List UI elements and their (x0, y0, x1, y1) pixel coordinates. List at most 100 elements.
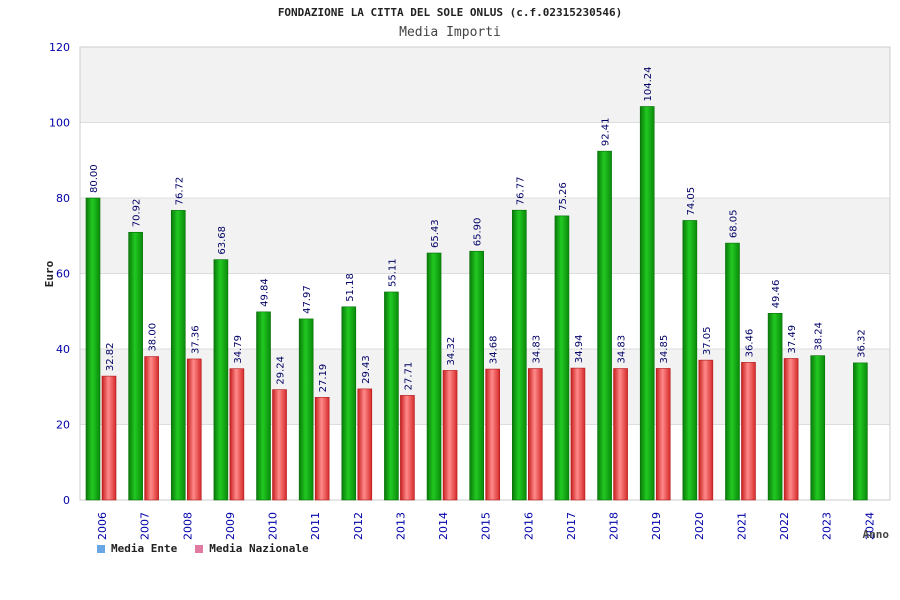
x-tick-label: 2022 (778, 512, 791, 540)
bar-media-ente (554, 215, 570, 501)
y-tick-label: 80 (56, 192, 70, 205)
x-tick-label: 2012 (352, 512, 365, 540)
data-label-media-nazionale: 37.49 (787, 325, 798, 354)
legend-swatch-nazionale (195, 544, 204, 553)
data-label-media-ente: 38.24 (814, 322, 825, 351)
data-label-media-ente: 68.05 (728, 209, 739, 238)
y-tick-label: 40 (56, 343, 70, 356)
bar-media-nazionale (698, 359, 714, 501)
bar-media-nazionale (186, 358, 202, 501)
x-tick-label: 2023 (821, 512, 834, 540)
bar-media-ente (298, 318, 314, 501)
data-label-media-ente: 76.72 (174, 177, 185, 206)
data-label-media-nazionale: 29.24 (276, 356, 287, 385)
x-tick-label: 2009 (224, 512, 237, 540)
bar-media-nazionale (613, 368, 628, 501)
bar-media-nazionale (655, 368, 671, 501)
x-tick-label: 2024 (863, 512, 876, 540)
data-label-media-ente: 74.05 (686, 187, 697, 216)
bar-media-nazionale (144, 356, 159, 501)
legend-item-ente: Media Ente (97, 542, 177, 555)
data-label-media-nazionale: 34.68 (489, 335, 500, 364)
bar-media-ente (469, 250, 484, 501)
data-label-media-nazionale: 34.94 (574, 334, 585, 363)
x-tick-label: 2010 (267, 512, 280, 540)
x-tick-label: 2017 (565, 512, 578, 540)
bar-media-ente (810, 355, 826, 501)
bar-media-ente (426, 252, 442, 501)
x-tick-label: 2020 (693, 512, 706, 540)
plot-area-border (79, 46, 891, 501)
bar-media-ente (597, 150, 612, 501)
data-label-media-nazionale: 27.71 (403, 362, 414, 391)
bar-media-nazionale (783, 358, 799, 501)
legend-item-nazionale: Media Nazionale (195, 542, 309, 555)
x-tick-label: 2007 (139, 512, 152, 540)
bar-media-nazionale (272, 389, 287, 501)
legend-swatch-ente (97, 544, 105, 553)
data-label-media-ente: 75.26 (558, 182, 569, 211)
data-label-media-ente: 63.68 (217, 226, 228, 255)
legend-label-ente: Media Ente (111, 542, 178, 555)
data-label-media-nazionale: 36.46 (744, 329, 755, 358)
y-tick-label: 60 (56, 268, 70, 281)
data-label-media-nazionale: 34.83 (531, 335, 542, 364)
bar-media-ente (384, 291, 399, 501)
y-tick-label: 100 (49, 117, 70, 130)
data-label-media-ente: 36.32 (856, 329, 867, 358)
bar-media-ente (128, 231, 143, 501)
chart-legend: Media Ente Media Nazionale (97, 542, 309, 555)
bar-media-nazionale (229, 368, 245, 501)
bar-media-ente (767, 312, 783, 501)
bar-media-ente (85, 197, 101, 501)
bar-media-ente (341, 306, 357, 501)
data-label-media-ente: 76.77 (515, 177, 526, 206)
data-label-media-nazionale: 34.83 (617, 335, 628, 364)
data-label-media-nazionale: 27.19 (318, 364, 329, 393)
x-tick-label: 2018 (608, 512, 621, 540)
data-label-media-ente: 104.24 (643, 66, 654, 101)
y-tick-label: 0 (63, 494, 70, 507)
data-label-media-ente: 49.46 (771, 280, 782, 309)
x-axis-label: Anno (863, 528, 890, 541)
grid-band (80, 47, 890, 123)
grid-band (80, 198, 890, 274)
data-label-media-nazionale: 34.85 (659, 335, 670, 364)
bar-media-ente (256, 311, 271, 501)
data-label-media-nazionale: 37.36 (190, 325, 201, 354)
bar-media-ente (170, 210, 186, 501)
data-label-media-ente: 49.84 (260, 278, 271, 307)
data-label-media-ente: 65.43 (430, 219, 441, 248)
chart-title: FONDAZIONE LA CITTA DEL SOLE ONLUS (c.f.… (277, 6, 623, 19)
bar-media-nazionale (570, 367, 586, 501)
bar-media-ente (682, 220, 698, 501)
data-label-media-ente: 55.11 (387, 258, 398, 287)
data-label-media-nazionale: 34.79 (233, 335, 244, 364)
y-tick-label: 120 (49, 41, 70, 54)
bar-media-ente (725, 242, 740, 501)
data-label-media-ente: 51.18 (345, 273, 356, 302)
bar-media-nazionale (400, 395, 415, 501)
x-tick-label: 2015 (480, 512, 493, 540)
data-label-media-ente: 65.90 (473, 218, 484, 247)
data-label-media-nazionale: 38.00 (148, 323, 159, 352)
y-tick-label: 20 (56, 419, 70, 432)
bar-media-nazionale (442, 370, 458, 501)
data-label-media-nazionale: 32.82 (105, 342, 116, 371)
bar-media-nazionale (485, 368, 500, 501)
x-tick-label: 2013 (394, 512, 407, 540)
x-tick-label: 2021 (735, 512, 748, 540)
bar-media-ente (512, 209, 527, 501)
y-axis-label: Euro (43, 260, 56, 287)
data-label-media-ente: 80.00 (89, 164, 100, 193)
bar-media-nazionale (741, 362, 756, 501)
data-label-media-nazionale: 37.05 (702, 326, 713, 355)
data-label-media-nazionale: 29.43 (361, 355, 372, 384)
bar-media-nazionale (528, 368, 543, 501)
data-label-media-nazionale: 34.32 (446, 337, 457, 366)
x-tick-label: 2016 (522, 512, 535, 540)
legend-label-nazionale: Media Nazionale (209, 542, 309, 555)
x-tick-label: 2014 (437, 512, 450, 540)
x-tick-label: 2006 (96, 512, 109, 540)
